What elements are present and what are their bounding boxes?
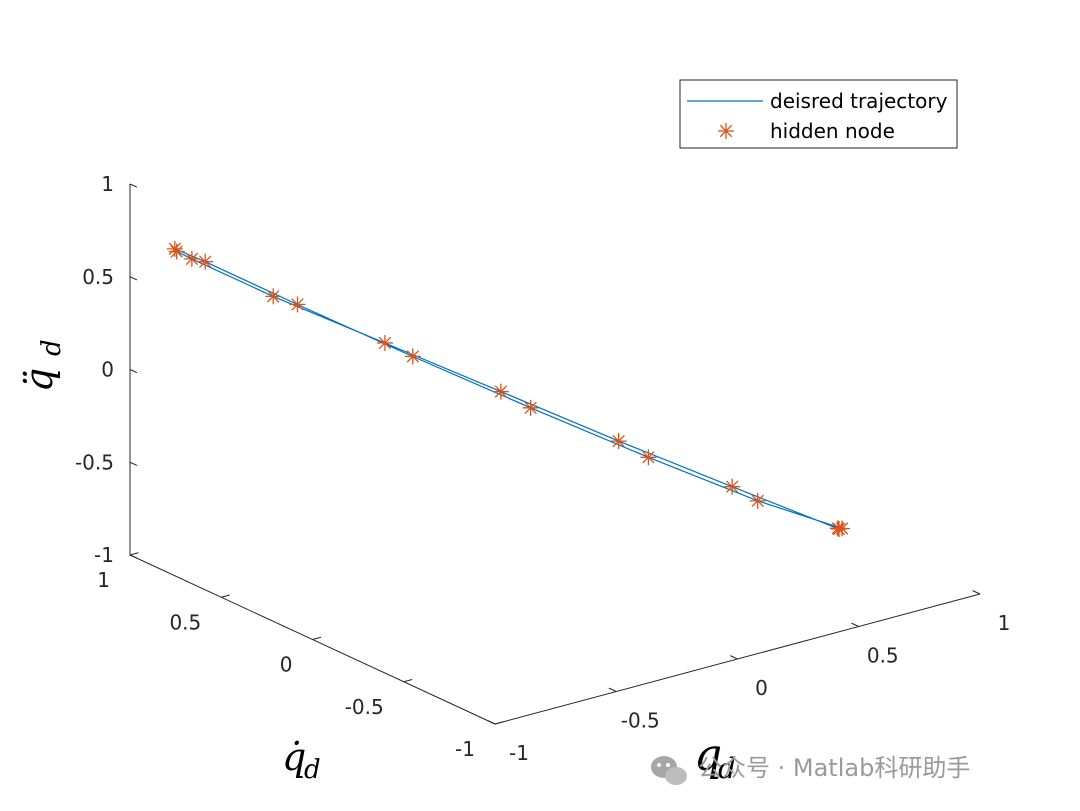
x-tick-label: 1 — [998, 611, 1011, 635]
hidden-node-marker — [265, 288, 282, 305]
z-tick-mark — [129, 461, 138, 466]
y-ticks: -1 -0.5 0 0.5 1 — [97, 552, 504, 761]
y-tick-label: 0 — [280, 653, 293, 677]
y-tick-label: 0.5 — [169, 610, 201, 634]
y-axis-label-subscript: d — [304, 755, 321, 785]
axes-lines — [129, 184, 981, 725]
y-tick-mark — [494, 721, 504, 725]
hidden-node-marker — [640, 449, 657, 466]
legend: deisred trajectory hidden node — [679, 79, 958, 149]
y-axis-label-symbol: q̇ — [282, 735, 306, 779]
z-axis-label-subscript: d — [37, 339, 67, 356]
hidden-node-marker — [376, 334, 393, 351]
y-tick-mark — [312, 636, 322, 640]
x-axis-label: q d — [694, 730, 736, 785]
watermark-text: 公众号 · Matlab科研助手 — [698, 754, 970, 782]
z-axis-label-symbol: q̈ — [17, 368, 61, 392]
y-tick-mark — [403, 678, 413, 683]
y-tick-mark — [129, 552, 139, 556]
hidden-node-marker — [197, 253, 214, 270]
hidden-node-marker — [183, 250, 200, 267]
x-tick-mark — [729, 655, 738, 660]
x-tick-mark — [972, 590, 981, 595]
x-axis-label-symbol: q — [694, 730, 722, 781]
x-tick-mark — [608, 687, 617, 692]
x-tick-label: 0 — [755, 676, 768, 700]
z-tick-label: 1 — [101, 172, 114, 196]
legend-marker-swatch — [718, 123, 734, 139]
wechat-icon — [651, 756, 687, 785]
legend-label-trajectory: deisred trajectory — [770, 89, 948, 113]
x-ticks: -1 -0.5 0 0.5 1 — [487, 590, 1011, 765]
legend-star-icon — [718, 123, 734, 139]
watermark: 公众号 · Matlab科研助手 — [651, 754, 970, 785]
series-layer — [166, 240, 851, 538]
x-tick-mark — [851, 622, 859, 627]
y-axis-label: q̇ d — [282, 735, 321, 785]
hidden-node-marker — [522, 399, 539, 416]
hidden-node-marker — [166, 240, 183, 257]
y-tick-mark — [221, 594, 230, 598]
legend-label-hidden-node: hidden node — [770, 119, 895, 143]
hidden-node-marker — [724, 478, 741, 495]
z-tick-mark — [129, 369, 138, 374]
z-tick-mark — [129, 554, 138, 559]
y-tick-label: -0.5 — [345, 695, 384, 719]
hidden-node-marker — [610, 433, 627, 450]
hidden-node-marker — [492, 383, 509, 400]
hidden-node-marker — [289, 296, 306, 313]
hidden-node-marker — [831, 521, 848, 538]
z-tick-mark — [129, 183, 138, 188]
x-tick-label: -0.5 — [621, 709, 660, 733]
z-tick-label: 0 — [101, 358, 114, 382]
z-tick-label: -1 — [94, 543, 114, 567]
z-ticks: -1 -0.5 0 0.5 1 — [75, 172, 138, 567]
x-axis-label-subscript: d — [718, 752, 736, 785]
z-tick-label: -0.5 — [75, 450, 114, 474]
z-axis-label: q̈ d — [17, 339, 67, 392]
x-tick-mark — [487, 720, 496, 725]
hidden-node-marker — [404, 348, 421, 365]
y-tick-label: -1 — [455, 737, 475, 761]
x-tick-label: 0.5 — [867, 644, 899, 668]
trajectory-line — [173, 247, 843, 530]
hidden-node-marker — [749, 492, 766, 509]
z-tick-label: 0.5 — [82, 265, 114, 289]
x-tick-label: -1 — [509, 741, 529, 765]
z-tick-mark — [129, 276, 138, 281]
y-tick-label: 1 — [97, 568, 110, 592]
